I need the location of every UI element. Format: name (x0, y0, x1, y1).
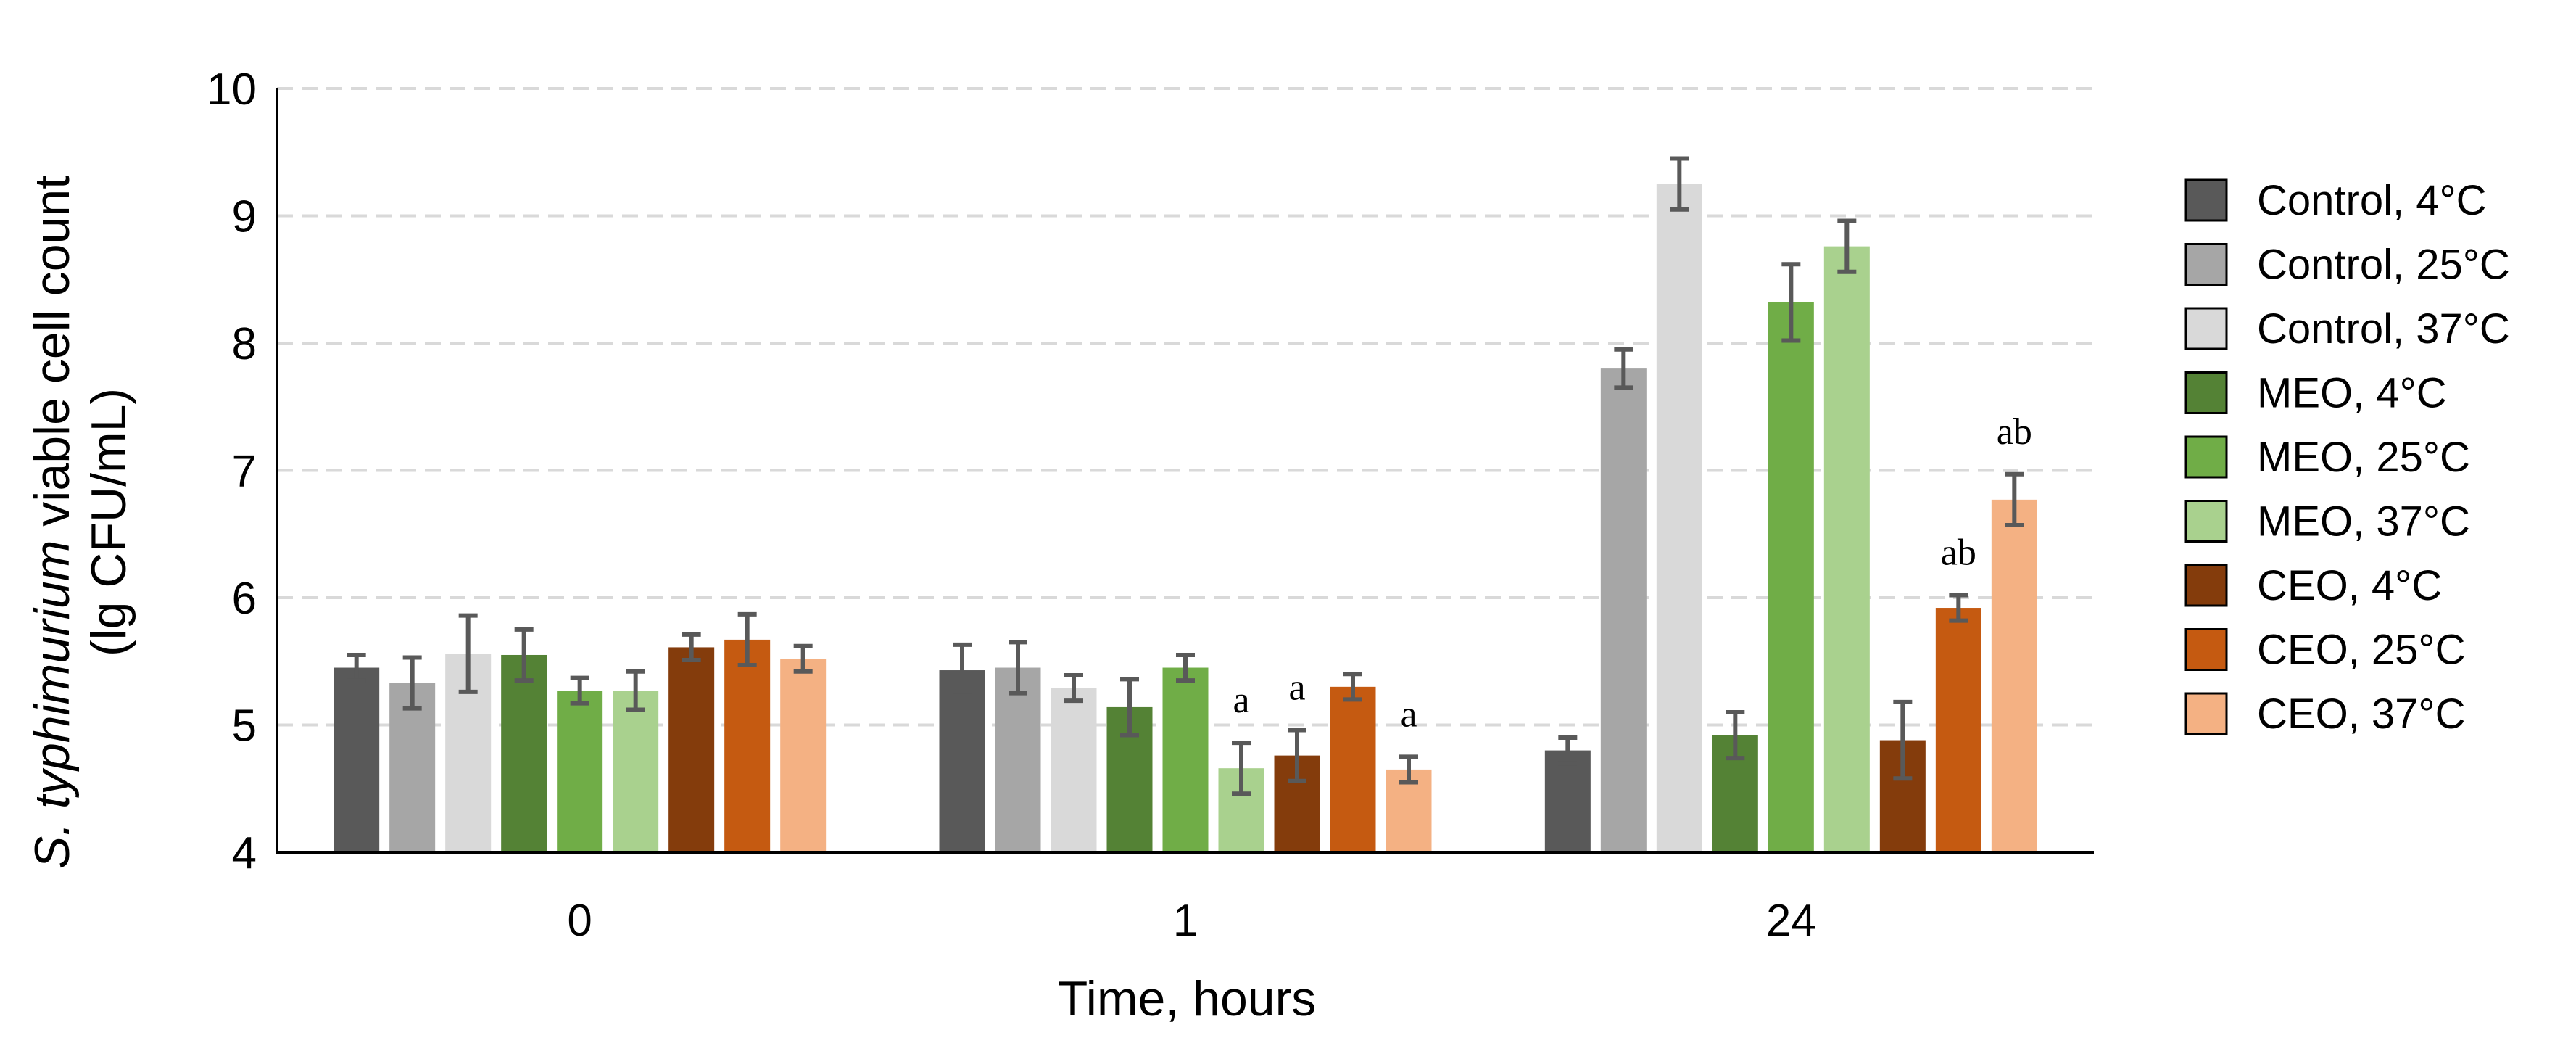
legend-label: MEO, 4°C (2257, 370, 2447, 417)
x-tick-label: 24 (1766, 896, 1816, 946)
legend-swatch (2184, 307, 2228, 350)
bar (995, 667, 1041, 852)
y-tick-label: 10 (207, 65, 257, 115)
y-axis-title-measure: viable cell count (25, 176, 80, 540)
bar (939, 670, 985, 852)
bar (724, 639, 771, 852)
legend-swatch (2184, 178, 2228, 222)
gridlines (277, 87, 2094, 727)
y-tick-label: 7 (232, 447, 257, 497)
bars (334, 184, 2037, 853)
y-tick-label: 5 (232, 701, 257, 751)
bar (1991, 499, 2037, 852)
legend-label: CEO, 4°C (2257, 562, 2442, 609)
bar (1600, 368, 1647, 853)
bar (668, 647, 715, 852)
bar (389, 683, 436, 852)
bar (613, 691, 659, 852)
error-bars (347, 156, 2024, 796)
legend-swatch (2184, 371, 2228, 414)
bar (1935, 608, 1981, 852)
x-tick-label: 0 (567, 896, 592, 946)
y-axis-title-organism: S. typhimurium (25, 540, 80, 869)
bar (1656, 184, 1702, 852)
legend-swatch (2184, 243, 2228, 286)
bar (501, 654, 547, 852)
significance-letter: a (1288, 667, 1305, 709)
legend-swatch (2184, 628, 2228, 671)
bar (780, 659, 827, 852)
y-tick-label: 4 (232, 828, 257, 878)
y-axis-title-line1: S. typhimurium viable cell count (25, 176, 80, 869)
bar (557, 691, 603, 852)
legend-swatch (2184, 500, 2228, 543)
legend-label: MEO, 37°C (2257, 498, 2470, 545)
bar (1544, 750, 1591, 852)
bar (1162, 667, 1209, 852)
bar (1330, 686, 1376, 852)
significance-letter: a (1233, 680, 1249, 721)
legend-label: MEO, 25°C (2257, 434, 2470, 481)
significance-letter: ab (1997, 411, 2032, 453)
bar (334, 667, 380, 852)
legend-swatch (2184, 564, 2228, 607)
tick-labels: 4 5 6 7 8 9 10 0 1 24 (207, 65, 1816, 946)
legend-label: Control, 37°C (2257, 305, 2510, 353)
x-axis-title: Time, hours (1058, 971, 1316, 1026)
legend-label: Control, 4°C (2257, 177, 2487, 224)
y-axis-title: S. typhimurium viable cell count (lg CFU… (25, 176, 136, 869)
y-tick-label: 9 (232, 192, 257, 242)
significance-letter: a (1400, 693, 1417, 735)
bar (1051, 688, 1097, 852)
axes (276, 88, 2094, 854)
legend-swatch (2184, 435, 2228, 479)
legend-swatch (2184, 692, 2228, 735)
legend-label: CEO, 37°C (2257, 691, 2466, 738)
legend-label: CEO, 25°C (2257, 627, 2466, 674)
y-tick-label: 6 (232, 574, 257, 624)
y-axis-title-line2: (lg CFU/mL) (81, 388, 136, 656)
y-tick-label: 8 (232, 319, 257, 369)
bar (1768, 302, 1814, 853)
bar (1823, 246, 1870, 852)
significance-letter: ab (1941, 532, 1976, 573)
legend: Control, 4°C Control, 25°C Control, 37°C ME… (2184, 177, 2510, 738)
x-tick-label: 1 (1173, 896, 1198, 946)
legend-label: Control, 25°C (2257, 242, 2510, 289)
